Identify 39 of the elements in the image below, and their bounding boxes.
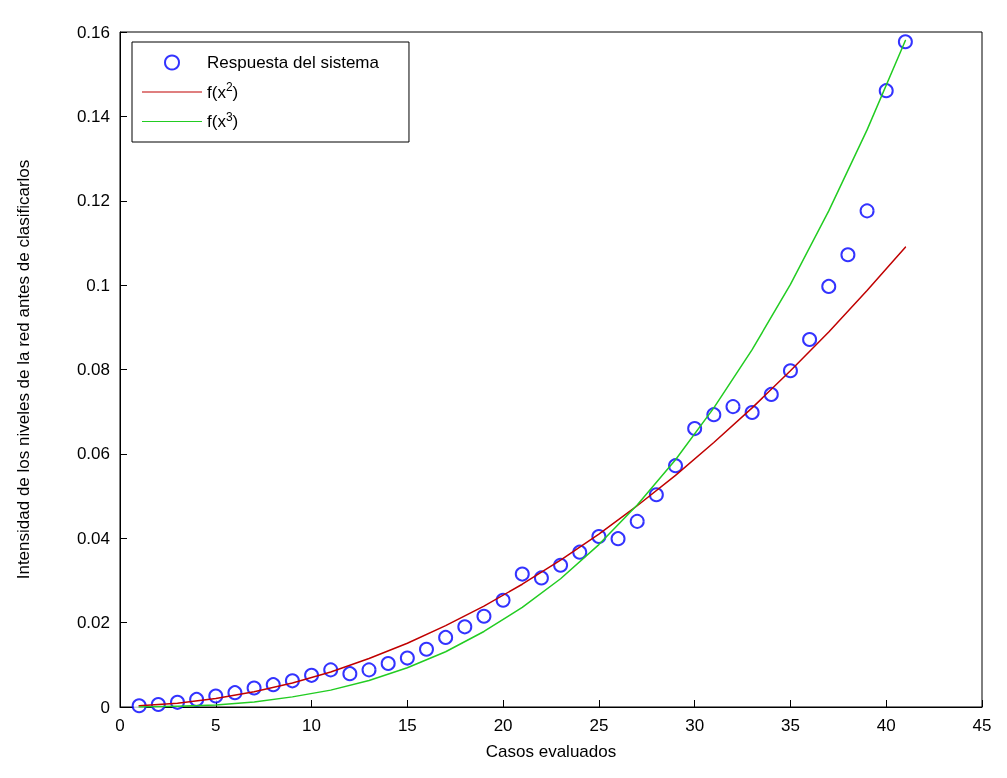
point (610, 531, 626, 547)
point (514, 566, 530, 582)
legend-label: Respuesta del sistema (207, 53, 380, 72)
y-tick-label: 0.12 (76, 191, 110, 211)
y-axis-title: Intensidad de los niveles de la red antes de clasificarlos (14, 159, 33, 580)
point (342, 666, 358, 682)
x-tick-label: 35 (780, 716, 800, 735)
point (419, 641, 434, 657)
x-tick-label: 40 (876, 716, 896, 735)
y-tick-label: 0.02 (76, 613, 110, 633)
point (725, 399, 741, 415)
x-tick-label: 15 (397, 716, 417, 735)
y-tick-label: 0.06 (76, 444, 110, 464)
y-tick-label: 0.04 (76, 528, 110, 548)
x-tick-label: 10 (302, 716, 322, 735)
y-tick-label: 0 (100, 697, 110, 717)
point (361, 662, 377, 678)
x-tick-label: 5 (211, 716, 221, 735)
point (380, 656, 396, 672)
point (438, 629, 454, 645)
point (821, 278, 837, 294)
point (399, 650, 415, 666)
y-tick-label: 0.08 (76, 360, 110, 379)
point (802, 332, 818, 348)
y-tick-label: 0.14 (76, 106, 110, 126)
point (840, 247, 856, 263)
x-tick-label: 20 (493, 716, 513, 735)
y-tick-label: 0.16 (76, 22, 110, 42)
point (476, 608, 492, 624)
y-tick-label: 0.1 (86, 275, 110, 295)
point (629, 513, 645, 529)
x-tick-label: 0 (115, 716, 125, 735)
x-tick-label: 45 (972, 716, 992, 735)
point (457, 619, 473, 635)
point (897, 34, 913, 50)
point (859, 203, 875, 219)
x-tick-label: 30 (685, 716, 705, 735)
x-tick-label: 25 (589, 716, 609, 735)
x-axis-title: Casos evaluados (485, 742, 617, 761)
